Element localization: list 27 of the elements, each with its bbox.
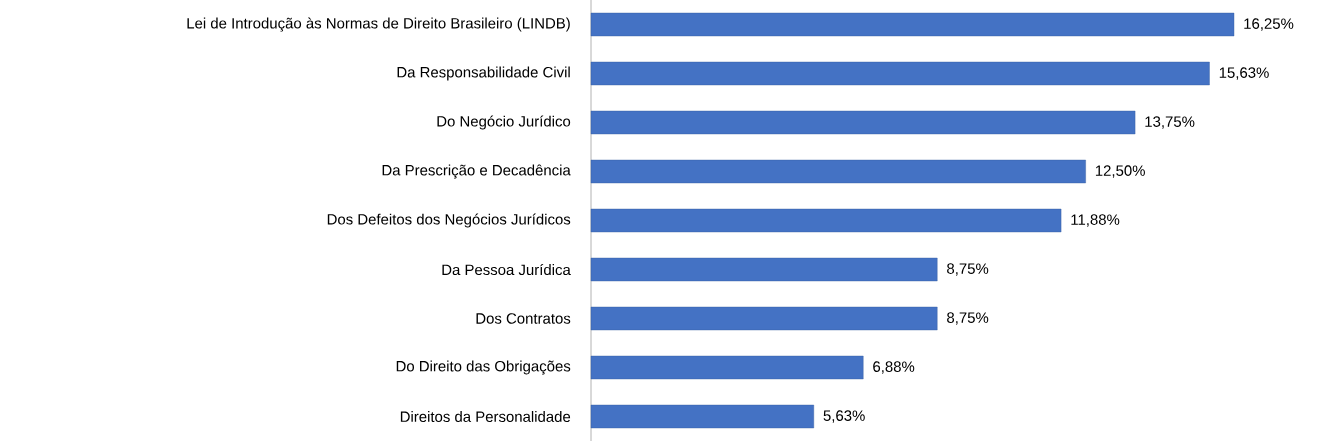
y-tick-label: Dos Contratos: [476, 313, 571, 324]
bar: [590, 110, 1136, 135]
data-label: 5,63%: [823, 410, 865, 423]
bar: [590, 404, 814, 429]
y-tick-label: Do Negócio Jurídico: [437, 115, 571, 130]
y-tick-label: Da Pessoa Jurídica: [442, 263, 571, 276]
data-label: 11,88%: [1071, 214, 1120, 227]
bar: [590, 208, 1062, 233]
y-tick-label: Dos Defeitos dos Negócios Jurídicos: [327, 213, 571, 228]
data-label: 12,50%: [1095, 165, 1145, 178]
y-tick-label: Da Responsabilidade Civil: [397, 66, 570, 81]
bar: [590, 355, 864, 380]
data-label: 13,75%: [1145, 116, 1195, 129]
data-label: 8,75%: [947, 263, 989, 276]
data-label: 6,88%: [873, 361, 915, 374]
bar: [590, 12, 1235, 37]
y-tick-label: Da Prescrição e Decadência: [382, 164, 571, 179]
bar: [590, 306, 938, 331]
data-label: 8,75%: [947, 312, 989, 325]
data-label: 15,63%: [1219, 67, 1269, 80]
y-tick-label: Lei de Introdução às Normas de Direito Brasileiro (LINDB): [187, 17, 570, 32]
data-label: 16,25%: [1244, 18, 1294, 31]
bar: [590, 61, 1210, 86]
bar: [590, 159, 1086, 184]
bar: [590, 257, 938, 282]
y-tick-label: Do Direito das Obrigações: [396, 360, 571, 375]
y-tick-label: Direitos da Personalidade: [400, 411, 571, 422]
